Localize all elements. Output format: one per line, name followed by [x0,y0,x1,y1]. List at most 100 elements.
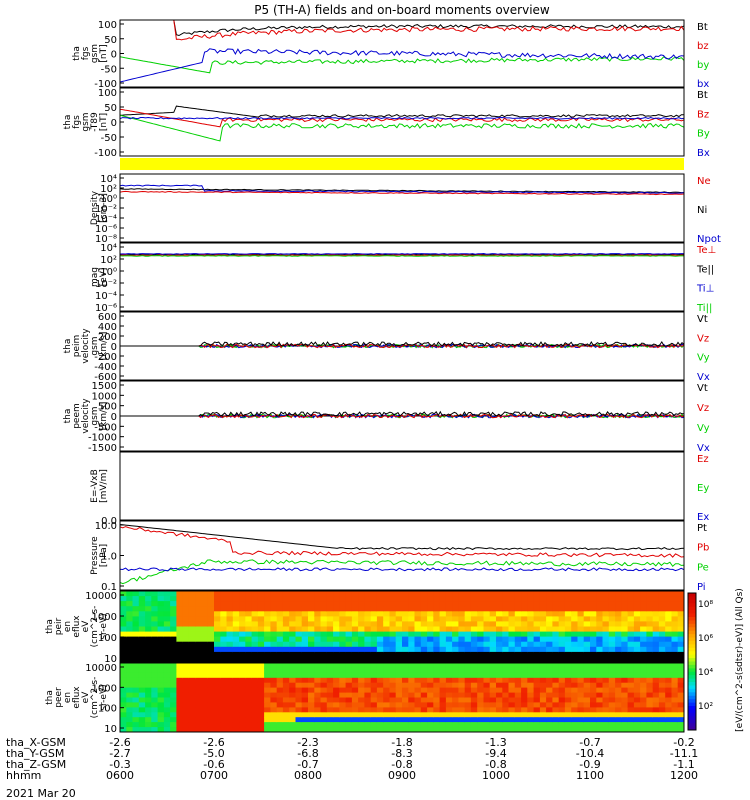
spectrogram-cell [414,697,422,703]
spectrogram-cell [195,702,203,708]
spectrogram-cell [652,697,660,703]
spectrogram-cell [483,727,491,732]
spectrogram-cell [546,591,553,597]
spectrogram-cell [427,611,434,617]
spectrogram-cell [182,677,190,684]
spectrogram-cell [320,692,328,699]
spectrogram-cell [220,672,228,679]
spectrogram-cell [257,646,265,653]
spectrogram-cell [188,646,196,653]
spectrogram-cell [408,682,416,689]
spectrogram-cell [508,616,516,623]
spectrogram-cell [433,606,441,612]
spectrogram-cell [207,702,215,708]
y-tick-label: 0.1 [101,582,117,593]
spectrogram-cell [665,667,673,674]
spectrogram-cell [621,717,629,723]
spectrogram-cell [188,591,196,597]
spectrogram-cell [602,692,610,699]
spectrogram-cell [539,596,547,602]
spectrogram-cell [239,692,246,699]
colorbar-swatch [688,726,696,731]
spectrogram-cell [308,712,315,718]
spectrogram-cell [470,621,478,628]
spectrogram-cell [308,727,315,732]
spectrogram-cell [571,667,579,674]
spectrogram-cell [470,636,478,643]
spectrogram-cell [201,687,209,694]
spectrogram-cell [658,687,666,694]
spectrogram-cell [214,631,221,638]
spectrogram-cell [289,717,297,723]
spectrogram-cell [602,606,610,612]
spectrogram-cell [295,663,303,669]
spectrogram-cell [590,636,597,643]
y-tick-label: 100 [98,704,117,715]
x-tick-label: -1.8 [391,736,412,749]
legend-entry: Te|| [696,264,714,275]
y-axis-label: en [63,692,73,703]
spectrogram-cell [496,663,503,669]
spectrogram-cell [270,672,278,679]
spectrogram-cell [264,727,271,732]
spectrogram-cell [251,707,259,713]
spectrogram-cell [402,727,409,732]
spectrogram-cell [533,611,541,617]
spectrogram-cell [514,596,522,602]
spectrogram-cell [483,672,491,679]
spectrogram-cell [583,712,591,718]
spectrogram-cell [433,677,441,684]
spectrogram-cell [251,697,259,703]
spectrogram-cell [345,616,353,623]
spectrogram-cell [583,616,591,623]
spectrogram-cell [345,707,353,713]
legend-entry: Bz [697,109,709,120]
spectrogram-cell [163,606,171,612]
spectrogram-cell [521,682,528,689]
spectrogram-cell [145,611,152,617]
spectrogram-cell [627,636,635,643]
spectrogram-cell [514,616,522,623]
spectrogram-cell [458,636,466,643]
spectrogram-cell [627,667,635,674]
spectrogram-cell [627,712,635,718]
spectrogram-cell [533,727,541,732]
spectrogram-cell [521,692,528,699]
spectrogram-cell [445,606,453,612]
spectrogram-cell [120,591,127,597]
spectrogram-cell [596,727,604,732]
spectrogram-cell [333,621,340,628]
spectrogram-cell [402,697,409,703]
spectrogram-cell [358,672,365,679]
spectrogram-cell [514,663,522,669]
y-tick-label: 10⁴ [100,243,117,254]
spectrogram-cell [358,641,365,648]
spectrogram-cell [339,727,347,732]
spectrogram-cell [395,687,403,694]
spectrogram-cell [608,707,616,713]
spectrogram-cell [546,651,553,658]
spectrogram-cell [282,631,290,638]
spectrogram-cell [376,606,384,612]
spectrogram-cell [564,641,572,648]
spectrogram-cell [364,667,372,674]
spectrogram-cell [596,663,604,669]
spectrogram-cell [489,687,497,694]
x-tick-label: -6.8 [297,747,318,760]
spectrogram-cell [389,717,397,723]
spectrogram-cell [677,682,684,689]
x-tick-label: 1200 [670,769,698,782]
spectrogram-cell [477,636,485,643]
spectrogram-cell [376,697,384,703]
x-tick-label: -0.7 [579,736,600,749]
spectrogram-cell [282,641,290,648]
spectrogram-cell [308,606,315,612]
spectrogram-cell [251,596,259,602]
spectrogram-cell [383,636,391,643]
spectrogram-cell [295,616,303,623]
spectrogram-cell [333,692,340,699]
spectrogram-cell [195,727,203,732]
spectrogram-cell [633,682,641,689]
